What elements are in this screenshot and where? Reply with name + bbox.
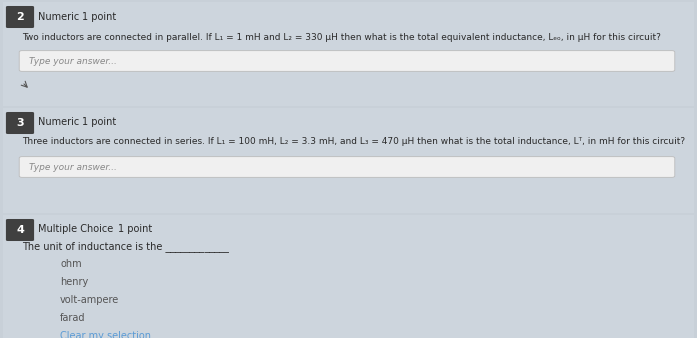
Text: 2: 2 [16, 12, 24, 22]
FancyBboxPatch shape [6, 6, 34, 28]
Text: Multiple Choice: Multiple Choice [38, 224, 113, 234]
Text: Numeric: Numeric [38, 12, 79, 22]
FancyBboxPatch shape [3, 2, 694, 106]
Text: Three inductors are connected in series. If L₁ = 100 mH, L₂ = 3.3 mH, and L₃ = 4: Three inductors are connected in series.… [22, 138, 685, 146]
Text: Type your answer...: Type your answer... [29, 163, 117, 171]
Text: farad: farad [60, 313, 86, 323]
FancyBboxPatch shape [20, 51, 675, 71]
Text: 1 point: 1 point [82, 12, 116, 22]
Text: Numeric: Numeric [38, 117, 79, 127]
Text: 1 point: 1 point [118, 224, 152, 234]
Text: henry: henry [60, 277, 89, 287]
Text: 3: 3 [16, 118, 24, 128]
Text: 4: 4 [16, 225, 24, 235]
Text: ohm: ohm [60, 259, 82, 269]
Text: Clear my selection: Clear my selection [60, 331, 151, 338]
FancyBboxPatch shape [3, 108, 694, 213]
Text: 1 point: 1 point [82, 117, 116, 127]
FancyBboxPatch shape [20, 156, 675, 177]
Text: Type your answer...: Type your answer... [29, 56, 117, 66]
FancyBboxPatch shape [6, 219, 34, 241]
FancyBboxPatch shape [3, 215, 694, 338]
FancyBboxPatch shape [6, 112, 34, 134]
Text: volt-ampere: volt-ampere [60, 295, 119, 305]
Text: The unit of inductance is the _____________: The unit of inductance is the __________… [22, 242, 229, 252]
Text: Two inductors are connected in parallel. If L₁ = 1 mH and L₂ = 330 μH then what : Two inductors are connected in parallel.… [22, 33, 661, 43]
